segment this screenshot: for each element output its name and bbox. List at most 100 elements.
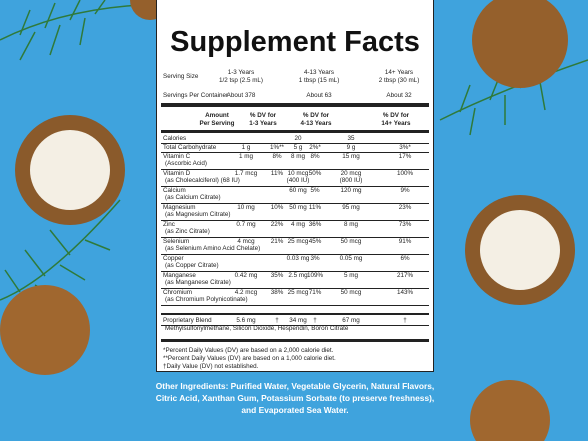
amount: 8 mg	[291, 152, 305, 160]
nutrient-source: (as Manganese Citrate)	[165, 279, 231, 286]
daily-value: 5%	[310, 186, 320, 194]
rule	[161, 168, 429, 170]
daily-value: 1%**	[269, 143, 284, 151]
rule	[161, 287, 429, 289]
rule	[161, 185, 429, 187]
amount: 8 mg	[344, 220, 358, 228]
amount: 20	[294, 134, 302, 142]
rule	[161, 313, 429, 315]
daily-value: 22%	[270, 220, 284, 228]
amount: 20 mcg (800 IU)	[339, 169, 363, 185]
nutrient: Chromium	[163, 288, 193, 296]
daily-value: †	[403, 316, 407, 324]
serving-size-label: Serving Size	[163, 73, 199, 80]
footnote: †Daily Value (DV) not established.	[163, 363, 259, 370]
serving-age: 14+ Years	[384, 69, 414, 76]
servings-label: Servings Per Container	[163, 92, 229, 99]
nutrient-source: (as Calcium Citrate)	[165, 194, 221, 201]
column-header: % DV for 1-3 Years	[249, 112, 277, 127]
serving-size: 1 tbsp (15 mL)	[298, 77, 340, 84]
daily-value: 3%	[310, 254, 320, 262]
rule	[161, 304, 429, 306]
coconuts	[0, 0, 575, 441]
footnote: *Percent Daily Values (DV) are based on …	[163, 347, 334, 354]
rule	[161, 253, 429, 255]
nutrient: Copper	[163, 254, 184, 262]
daily-value: 50%	[308, 169, 322, 177]
amount: 120 mg	[340, 186, 362, 194]
nutrient: Calcium	[163, 186, 186, 194]
amount: 10 mcg (400 IU)	[286, 169, 310, 185]
rule	[161, 103, 429, 107]
amount: 34 mg	[289, 316, 307, 324]
rule	[161, 219, 429, 221]
amount: 1 g	[241, 143, 251, 151]
title: Supplement Facts	[170, 26, 420, 58]
amount: 9 g	[346, 143, 356, 151]
amount: 0.42 mg	[234, 271, 258, 279]
amount: 50 mg	[289, 203, 307, 211]
serving-size: 2 tbsp (30 mL)	[378, 77, 420, 84]
supplement-facts-panel: Supplement Facts Serving Size 1-3 Years 1/…	[156, 0, 434, 372]
amount: 25 mcg	[287, 237, 309, 245]
serving-age: 1-3 Years	[227, 69, 255, 76]
nutrient-source: (Ascorbic Acid)	[165, 160, 207, 167]
nutrient: Vitamin C	[163, 152, 191, 160]
amount: 0.05 mg	[339, 254, 363, 262]
rule	[161, 130, 429, 133]
rule	[161, 151, 429, 153]
amount: 5 mg	[344, 271, 358, 279]
nutrient: Selenium	[163, 237, 190, 245]
daily-value: 143%	[396, 288, 414, 296]
amount: 1 mg	[239, 152, 253, 160]
nutrient: Zinc	[163, 220, 175, 228]
servings-value: About 378	[226, 92, 256, 99]
daily-value: 71%	[308, 288, 322, 296]
daily-value: 73%	[398, 220, 412, 228]
daily-value: 109%	[306, 271, 324, 279]
rule	[161, 236, 429, 238]
blend-ingredients: Methylsulfonylmethane, Silicon Dioxide, …	[165, 324, 349, 332]
rule	[161, 142, 429, 144]
amount: 67 mg	[342, 316, 360, 324]
daily-value: 9%	[400, 186, 410, 194]
rule	[161, 202, 429, 204]
serving-age: 4-13 Years	[303, 69, 335, 76]
nutrient-source: (as Magnesium Citrate)	[165, 211, 231, 218]
column-header: % DV for 14+ Years	[381, 112, 411, 127]
amount: 50 mcg	[340, 288, 362, 296]
rule	[161, 339, 429, 342]
serving-size: 1/2 tsp (2.5 mL)	[218, 77, 264, 84]
daily-value: 35%	[270, 271, 284, 279]
daily-value: 36%	[308, 220, 322, 228]
nutrient-source: (as Cholecalciferol) (68 IU)	[165, 177, 240, 184]
column-header: Amount Per Serving	[199, 112, 235, 127]
daily-value: 11%	[270, 169, 284, 177]
daily-value: 8%	[310, 152, 320, 160]
amount: 0.03 mg	[286, 254, 310, 262]
nutrient-source: (as Zinc Citrate)	[165, 228, 210, 235]
daily-value: †	[275, 316, 279, 324]
nutrient-source: (as Copper Citrate)	[165, 262, 219, 269]
nutrient: Calories	[163, 134, 187, 142]
daily-value: 11%	[308, 203, 322, 211]
daily-value: 91%	[398, 237, 412, 245]
daily-value: 8%	[272, 152, 282, 160]
other-ingredients: Other Ingredients: Purified Water, Veget…	[155, 381, 435, 415]
amount: 5.6 mg	[236, 316, 256, 324]
daily-value: 10%	[270, 203, 284, 211]
amount: 50 mcg	[340, 237, 362, 245]
amount: 5 g	[293, 143, 303, 151]
daily-value: 38%	[270, 288, 284, 296]
amount: 25 mcg	[287, 288, 309, 296]
nutrient-source: (as Chromium Polynicotinate)	[165, 296, 248, 303]
daily-value: 17%	[398, 152, 412, 160]
amount: 4 mcg	[237, 237, 255, 245]
daily-value: 21%	[270, 237, 284, 245]
nutrient: Magnesium	[163, 203, 196, 211]
daily-value: 217%	[396, 271, 414, 279]
daily-value: 45%	[308, 237, 322, 245]
proprietary-blend: Proprietary Blend	[163, 316, 212, 324]
